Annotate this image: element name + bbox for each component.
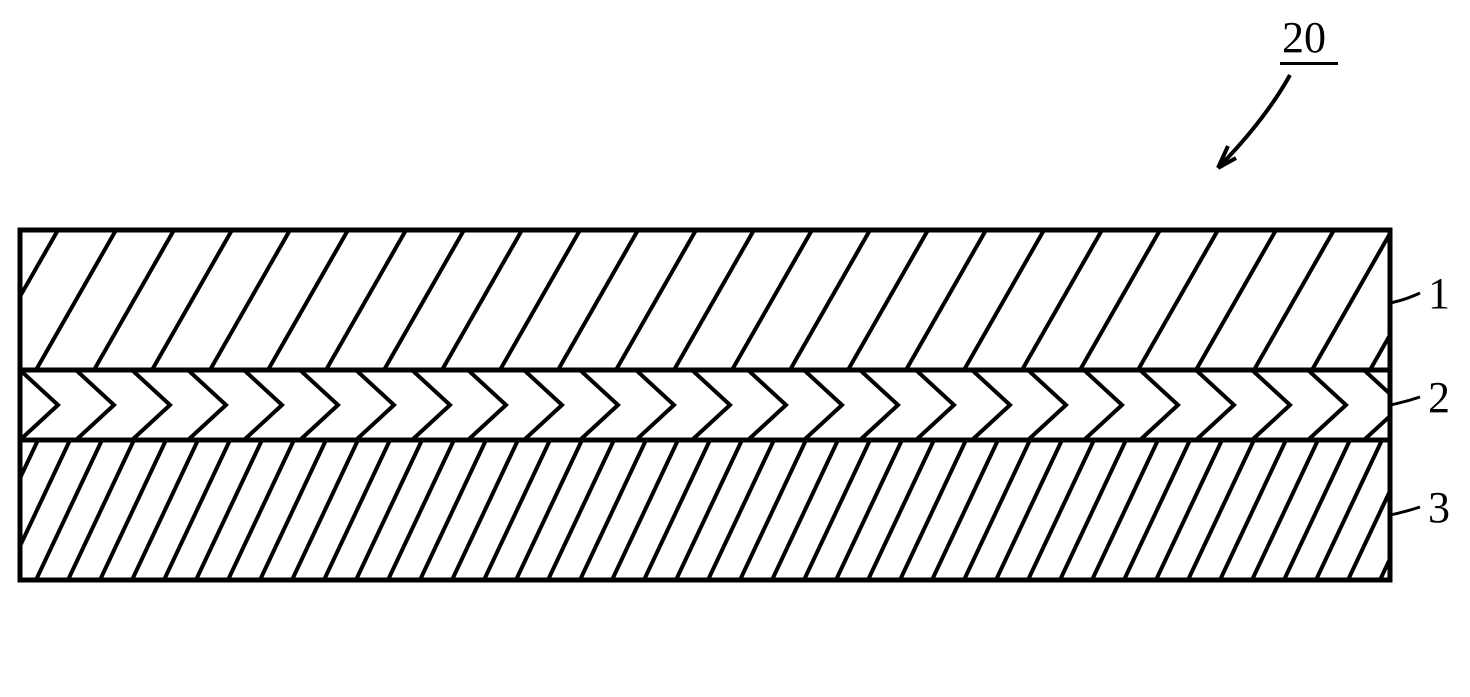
- layer-2: [20, 370, 1402, 440]
- layer-3-label: 3: [1428, 482, 1450, 533]
- layer-2-label: 2: [1428, 372, 1450, 423]
- layer-1: [0, 230, 1450, 370]
- figure-canvas: 20: [0, 0, 1470, 697]
- layer-1-label: 1: [1428, 268, 1450, 319]
- layer-lead-lines: [1390, 293, 1420, 515]
- layer-3: [0, 440, 1446, 580]
- layer-stack: [0, 0, 1470, 697]
